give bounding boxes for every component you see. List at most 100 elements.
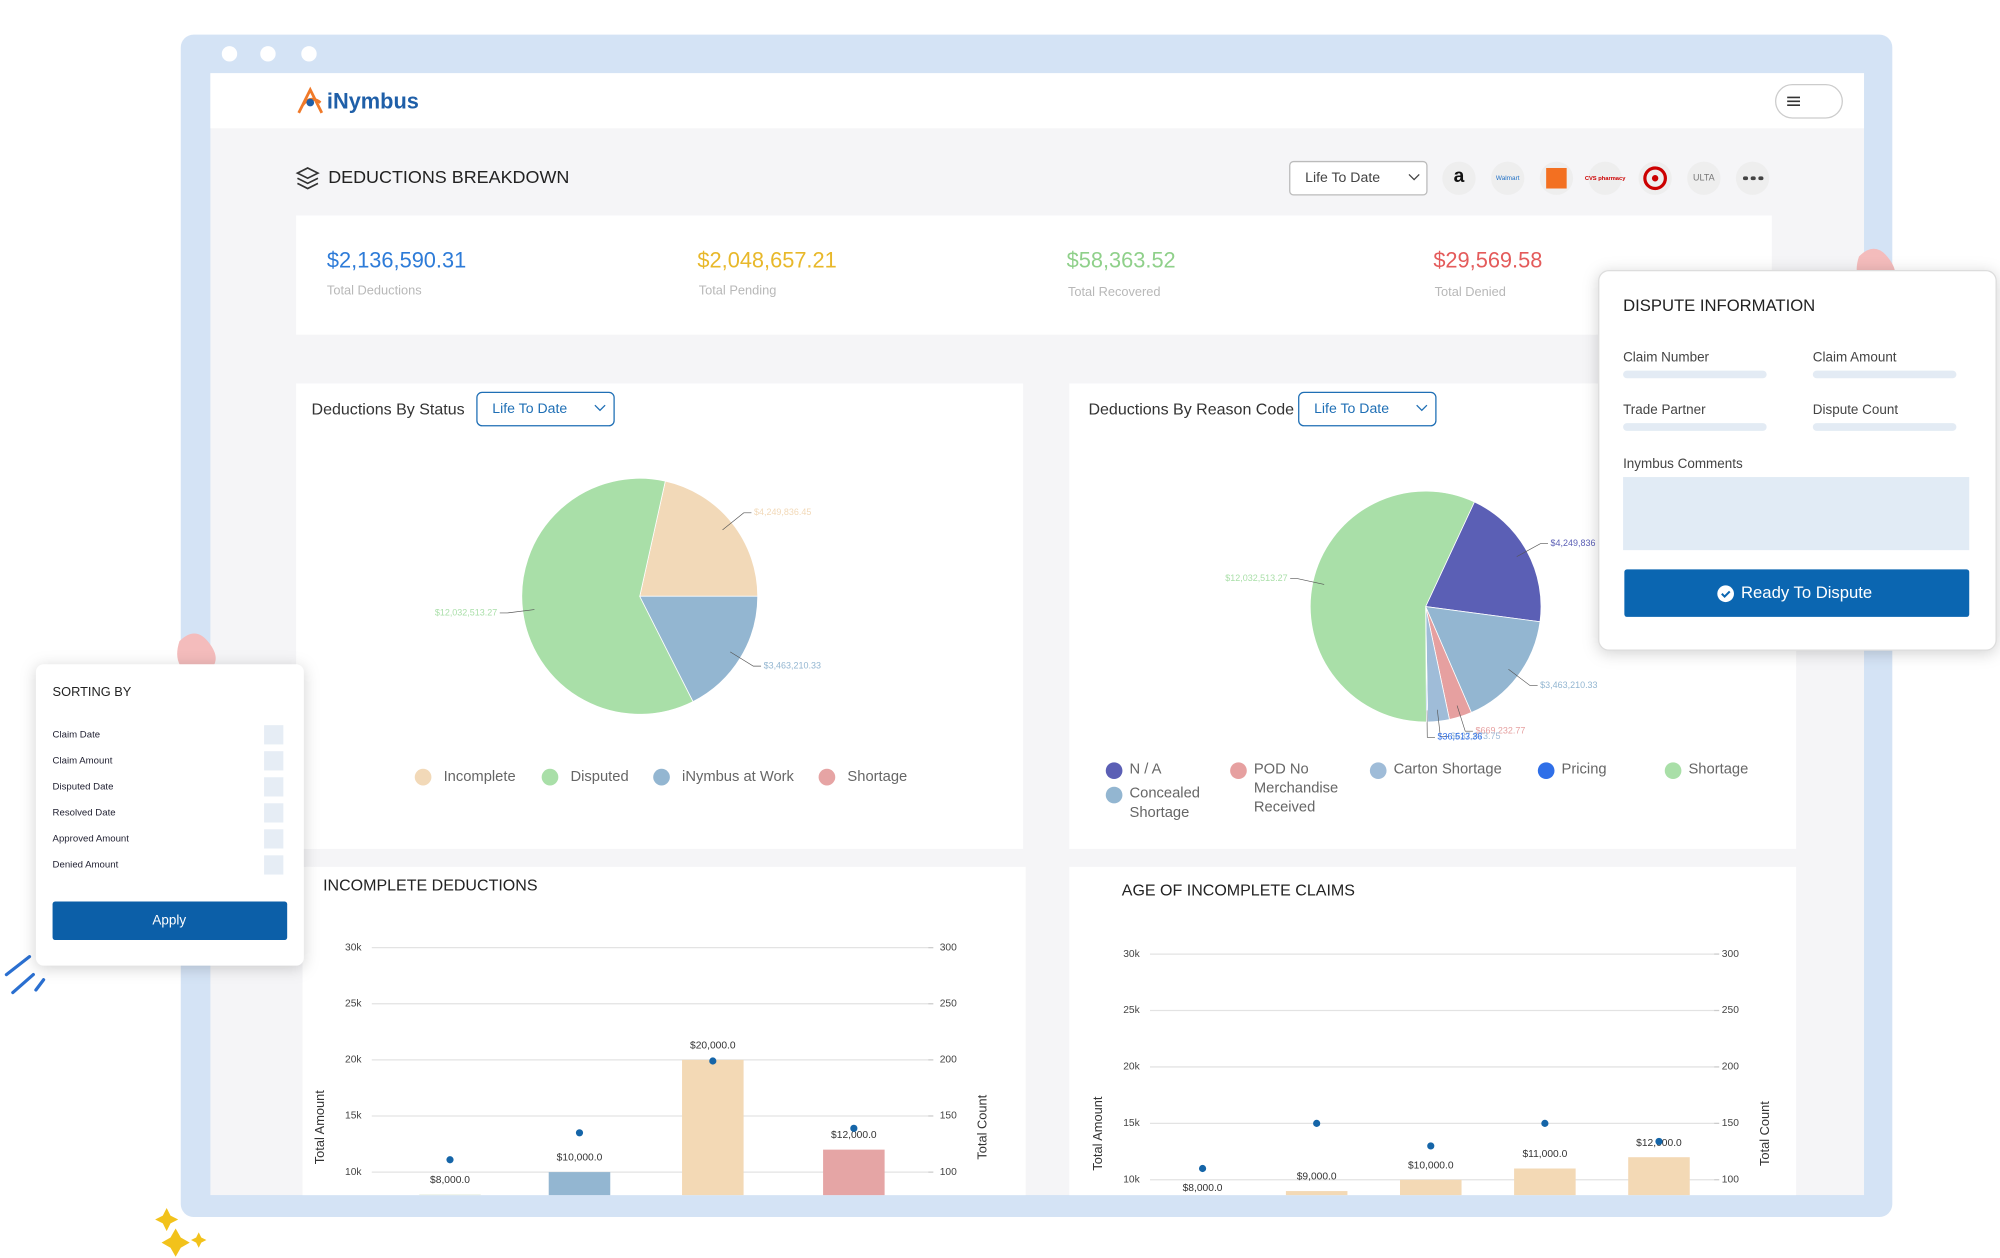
period-dropdown[interactable] — [1289, 160, 1428, 196]
partner-logo[interactable] — [1442, 161, 1476, 195]
summary-label: Total Denied — [1435, 284, 1506, 299]
sort-checkbox[interactable] — [264, 855, 284, 875]
partner-name: CVS pharmacy — [1585, 176, 1626, 182]
window-dot — [221, 46, 238, 62]
label-leader — [1290, 578, 1325, 585]
legend-marker — [541, 768, 559, 786]
sort-checkbox[interactable] — [264, 751, 284, 771]
legend-marker — [1230, 762, 1247, 780]
menu-button[interactable] — [1775, 83, 1843, 119]
value-label: $8,000.0 — [1183, 1183, 1223, 1194]
chart-title: Deductions By Status — [312, 401, 465, 419]
y-axis-title: Total Amount — [312, 1090, 327, 1165]
value-label: $4,249,836 — [1551, 538, 1596, 548]
partner-logo[interactable] — [1491, 161, 1525, 195]
partner-name: a — [1454, 166, 1465, 187]
label-leader — [1426, 710, 1435, 738]
legend-marker — [1105, 786, 1123, 804]
period-dropdown-text[interactable]: Life To Date — [1314, 400, 1389, 416]
summary-label: Total Recovered — [1068, 284, 1161, 299]
apply-button[interactable] — [52, 901, 288, 940]
value-label: $9,000.0 — [1297, 1172, 1337, 1183]
count-point — [446, 1156, 454, 1164]
y2-axis-title: Total Count — [975, 1094, 990, 1159]
dispute-button-text[interactable]: Ready To Dispute — [1741, 583, 1872, 602]
label-leader — [1508, 668, 1538, 686]
value-label: $637,873.75 — [1451, 731, 1501, 741]
logo-text[interactable]: iNymbus — [327, 88, 419, 113]
y-tick-label: 20k — [1123, 1062, 1140, 1073]
sort-checkbox[interactable] — [264, 803, 284, 823]
value-label: $12,000.0 — [831, 1130, 877, 1141]
legend-label-box: Carton Shortage — [1393, 761, 1502, 778]
legend-label: Pricing — [1561, 761, 1607, 778]
value-label: $8,000.0 — [430, 1175, 470, 1186]
value-label: $11,000.0 — [1522, 1149, 1567, 1160]
count-point — [1198, 1164, 1207, 1173]
bar — [682, 1059, 744, 1196]
y2-tick-label: 150 — [1722, 1118, 1739, 1129]
popup-panel — [1598, 269, 1997, 651]
comments-input[interactable] — [1623, 477, 1970, 551]
dropdown-caret — [1408, 173, 1420, 181]
dropdown-caret — [594, 404, 606, 412]
label-leader — [1456, 705, 1473, 732]
bar — [548, 1172, 611, 1196]
bar — [1400, 1179, 1462, 1196]
value-label: $20,000.0 — [690, 1040, 736, 1051]
value-label: $4,249,836.45 — [754, 507, 811, 517]
field-input[interactable] — [1623, 370, 1767, 379]
app-page: iNymbus DEDUCTIONS BREAKDOWN Life To Dat… — [210, 73, 1865, 1196]
field-input[interactable] — [1623, 423, 1767, 431]
chart-card — [302, 866, 1026, 1196]
sort-option: Resolved Date — [53, 807, 116, 818]
y-axis-title: Total Amount — [1090, 1096, 1105, 1171]
partner-icon — [1546, 167, 1567, 189]
period-dropdown[interactable] — [476, 391, 615, 427]
field-input[interactable] — [1812, 423, 1957, 431]
sort-option: Claim Date — [53, 729, 101, 740]
partner-icon — [1643, 166, 1667, 191]
decoration — [4, 955, 46, 995]
y-tick-label: 15k — [345, 1111, 362, 1122]
dispute-button[interactable] — [1624, 569, 1970, 617]
count-point — [1313, 1119, 1321, 1127]
chart-title: INCOMPLETE DEDUCTIONS — [323, 876, 537, 894]
count-point — [575, 1129, 584, 1137]
legend-marker — [653, 768, 670, 786]
label-leader — [1516, 543, 1549, 557]
y-tick-label: 25k — [1123, 1005, 1140, 1016]
value-label: $10,000.0 — [1408, 1160, 1454, 1171]
sort-option: Disputed Date — [53, 781, 114, 792]
popup-panel — [35, 664, 304, 966]
partner-logo[interactable] — [1687, 161, 1721, 195]
field-input[interactable] — [1812, 370, 1957, 379]
legend-label: Shortage — [1688, 761, 1749, 778]
sort-checkbox[interactable] — [264, 777, 284, 797]
period-dropdown[interactable] — [1298, 391, 1437, 427]
count-point — [1541, 1119, 1549, 1127]
field-label: Inymbus Comments — [1623, 456, 1743, 471]
label-leader — [499, 609, 535, 614]
apply-button-text[interactable]: Apply — [152, 912, 186, 927]
legend-label: Carton Shortage — [1393, 761, 1502, 778]
popup-title: SORTING BY — [53, 684, 132, 699]
sort-checkbox[interactable] — [264, 829, 284, 849]
legend-label-box: Concealed Shortage — [1129, 786, 1199, 821]
legend-marker — [1537, 762, 1555, 780]
bar — [823, 1149, 885, 1196]
summary-value: $58,363.52 — [1067, 247, 1176, 272]
value-label: $10,000.0 — [557, 1153, 603, 1164]
bar — [1285, 1191, 1348, 1196]
sort-checkbox[interactable] — [264, 725, 284, 745]
partner-logo[interactable] — [1588, 161, 1622, 195]
period-dropdown-text[interactable]: Life To Date — [492, 400, 567, 416]
value-label: $3,463,210.33 — [764, 660, 821, 670]
legend-label: POD No Merchandise Received — [1253, 761, 1339, 816]
sorting-popup: SORTING BY Claim Date Claim Amount Dispute… — [35, 664, 304, 966]
window-dot — [260, 46, 276, 62]
y2-tick-label: 300 — [940, 942, 957, 953]
top-bar — [210, 73, 1865, 129]
period-dropdown-text[interactable]: Life To Date — [1305, 169, 1380, 185]
summary-value: $29,569.58 — [1433, 247, 1542, 272]
